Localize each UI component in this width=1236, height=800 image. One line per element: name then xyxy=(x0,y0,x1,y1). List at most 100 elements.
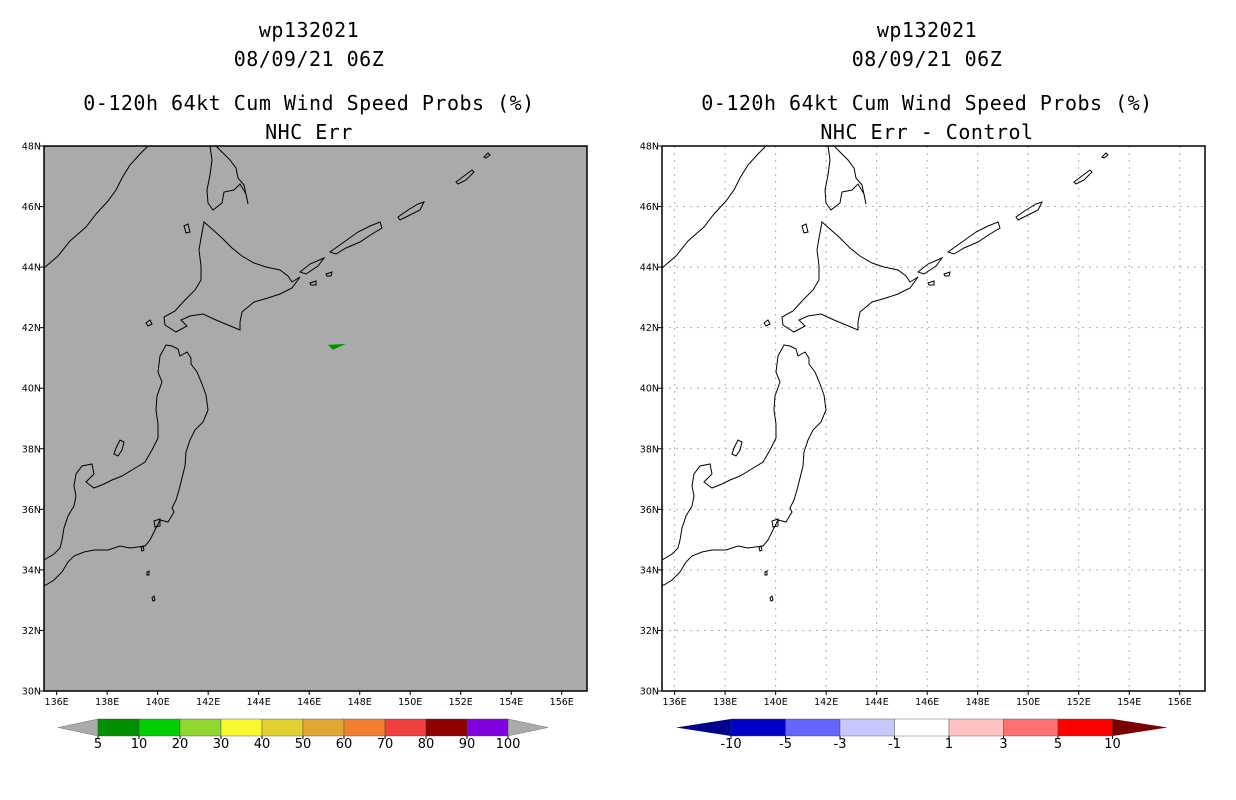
mainland-coastline xyxy=(661,145,767,269)
lon-tick-label: 140E xyxy=(146,697,170,708)
colorbar-label: 100 xyxy=(496,737,521,752)
product-title: 0-120h 64kt Cum Wind Speed Probs (%) xyxy=(701,91,1153,115)
sakhalin-coastline xyxy=(206,145,249,211)
kuril-island-2 xyxy=(946,221,1001,255)
small-island-1 xyxy=(153,518,161,528)
colorbar-swatch xyxy=(179,718,222,737)
lon-tick-label: 146E xyxy=(297,697,321,708)
lon-tick-label: 152E xyxy=(1067,697,1091,708)
lat-tick-label: 38N xyxy=(22,444,41,455)
honshu-coastline xyxy=(661,344,827,586)
colorbar-swatch xyxy=(138,718,181,737)
lat-tick-label: 36N xyxy=(22,505,41,516)
colorbar: -10 -5 -3 -1 1 3 5 10 xyxy=(676,718,1168,752)
colorbar-right-arrow xyxy=(507,718,549,737)
kuril-island-2 xyxy=(328,221,383,255)
colorbar-label: 1 xyxy=(945,737,953,752)
colorbar-label: 90 xyxy=(459,737,476,752)
lat-tick-label: 42N xyxy=(22,323,41,334)
datetime-title: 08/09/21 06Z xyxy=(851,47,1003,71)
small-island-4 xyxy=(151,595,156,602)
colorbar-label: -3 xyxy=(834,737,847,752)
map-background xyxy=(662,146,1205,691)
product-title: 0-120h 64kt Cum Wind Speed Probs (%) xyxy=(83,91,535,115)
kuril-island-5 xyxy=(483,152,491,159)
colorbar-swatch xyxy=(97,718,140,737)
colorbar-swatch xyxy=(1003,718,1059,737)
lon-tick-label: 148E xyxy=(966,697,990,708)
colorbar-label: 60 xyxy=(336,737,353,752)
colorbar-swatch xyxy=(466,718,509,737)
colorbar-swatch xyxy=(343,718,386,737)
lat-tick-label: 48N xyxy=(640,142,659,153)
lat-tick-label: 44N xyxy=(640,263,659,274)
kuril-island-3 xyxy=(1015,201,1043,221)
lat-tick-label: 40N xyxy=(22,384,41,395)
kuril-island-1 xyxy=(916,256,944,275)
colorbar-left-arrow xyxy=(57,718,99,737)
colorbar-swatch xyxy=(839,718,895,737)
sado-island xyxy=(113,439,125,457)
colorbar-label: -5 xyxy=(779,737,792,752)
lat-tick-label: 30N xyxy=(22,687,41,698)
colorbar-label: 20 xyxy=(172,737,189,752)
mainland-coastline xyxy=(43,145,149,269)
lat-tick-label: 34N xyxy=(22,565,41,576)
small-island-2 xyxy=(758,545,763,552)
kuril-island-3 xyxy=(397,201,425,221)
lon-tick-label: 156E xyxy=(550,697,574,708)
lon-tick-label: 156E xyxy=(1168,697,1192,708)
rebun-island xyxy=(183,223,191,234)
colorbar-swatch xyxy=(785,718,841,737)
lat-tick-label: 30N xyxy=(640,687,659,698)
lat-tick-label: 36N xyxy=(640,505,659,516)
colorbar-swatch xyxy=(948,718,1004,737)
small-island-5 xyxy=(145,319,153,327)
lon-tick-label: 140E xyxy=(764,697,788,708)
hokkaido-coastline xyxy=(781,221,919,333)
colorbar-swatch xyxy=(1057,718,1113,737)
storm-id-title: wp132021 xyxy=(258,18,360,42)
lon-tick-label: 144E xyxy=(865,697,889,708)
rebun-island xyxy=(801,223,809,234)
colorbar-right-arrow xyxy=(1112,719,1168,736)
map-background xyxy=(44,146,587,691)
kuril-island-5 xyxy=(1101,152,1109,159)
colorbar-label: 3 xyxy=(999,737,1007,752)
probability-5pct-area xyxy=(327,343,346,350)
difference-map: 30N 32N 34N 36N 38N 40N 42N 44N 46N 48N 136E 138E 14… xyxy=(640,142,1206,752)
lon-tick-label: 136E xyxy=(45,697,69,708)
colorbar-swatch xyxy=(384,718,427,737)
lon-tick-label: 138E xyxy=(95,697,119,708)
small-island-2 xyxy=(140,545,145,552)
colorbar-label: 70 xyxy=(377,737,394,752)
colorbar-swatch xyxy=(261,718,304,737)
small-island-5 xyxy=(763,319,771,327)
colorbar-label: 50 xyxy=(295,737,312,752)
lon-tick-label: 150E xyxy=(398,697,422,708)
kuril-island-7 xyxy=(325,271,333,277)
small-island-4 xyxy=(769,595,774,602)
sakhalin-coastline xyxy=(824,145,867,211)
left-map-panel: wp132021 08/09/21 06Z 0-120h 64kt Cum Wi… xyxy=(22,18,588,752)
lon-tick-label: 146E xyxy=(915,697,939,708)
lon-tick-label: 150E xyxy=(1016,697,1040,708)
colorbar-label: 5 xyxy=(1054,737,1062,752)
small-island-3 xyxy=(764,570,768,576)
storm-id-title: wp132021 xyxy=(876,18,978,42)
honshu-coastline xyxy=(43,344,209,586)
kuril-island-4 xyxy=(1073,169,1093,185)
right-map-panel: wp132021 08/09/21 06Z 0-120h 64kt Cum Wi… xyxy=(618,0,1236,800)
colorbar-label: -1 xyxy=(888,737,901,752)
wind-probability-map: 30N 32N 34N 36N 38N 40N 42N 44N 46N 48N 136E 138E 14… xyxy=(22,142,588,752)
lon-tick-label: 142E xyxy=(814,697,838,708)
colorbar-swatch xyxy=(220,718,263,737)
small-island-3 xyxy=(146,570,150,576)
lat-tick-label: 46N xyxy=(22,202,41,213)
lat-tick-label: 46N xyxy=(640,202,659,213)
kuril-island-7 xyxy=(943,271,951,277)
colorbar-label: -10 xyxy=(720,737,741,752)
lat-tick-label: 32N xyxy=(640,626,659,637)
lat-tick-label: 34N xyxy=(640,565,659,576)
kuril-island-6 xyxy=(927,280,935,286)
